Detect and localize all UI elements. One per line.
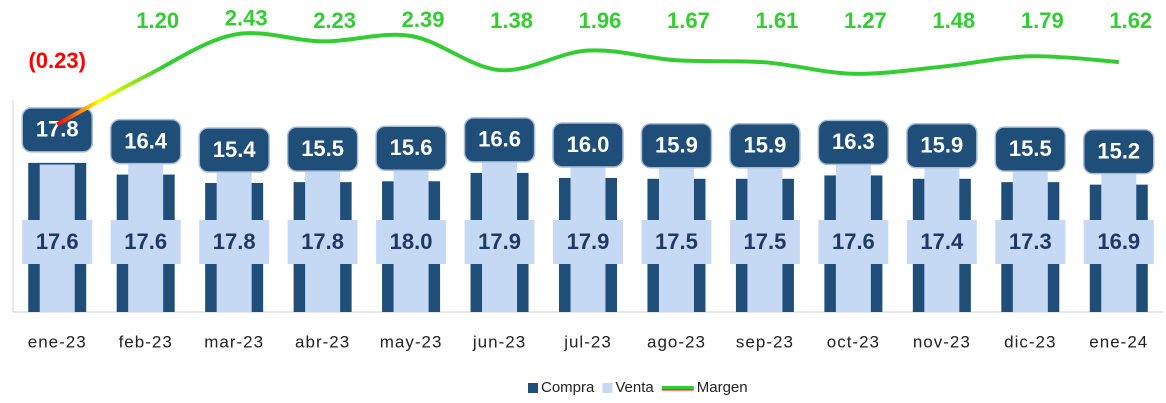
label-box: [21, 107, 93, 153]
data-label: 17.4: [920, 229, 964, 254]
label-box: [995, 220, 1066, 264]
data-label: 1.62: [1109, 8, 1152, 33]
data-label: 15.6: [390, 135, 433, 160]
data-label: 15.5: [1009, 136, 1052, 161]
x-tick-label: sep-23: [736, 332, 794, 351]
x-tick-label: oct-23: [827, 332, 880, 351]
data-label: 17.3: [1009, 229, 1052, 254]
x-tick-label: ago-23: [647, 332, 706, 351]
label-box: [287, 220, 358, 264]
data-label: 15.9: [655, 133, 698, 158]
label-box: [198, 127, 270, 173]
data-label: 17.8: [36, 117, 79, 142]
label-box: [906, 220, 977, 264]
label-box: [110, 220, 181, 264]
data-label: 15.2: [1097, 138, 1140, 163]
data-label: 1.61: [756, 8, 799, 33]
label-box: [641, 220, 712, 264]
x-tick-label: jul-23: [563, 332, 612, 351]
data-label: 17.8: [301, 229, 344, 254]
data-label: 2.43: [225, 5, 268, 30]
label-box: [463, 117, 536, 163]
x-tick-label: abr-23: [295, 332, 350, 351]
data-label: 15.5: [301, 136, 344, 161]
data-label: 17.6: [832, 229, 875, 254]
x-tick-label: ene-24: [1089, 332, 1148, 351]
data-label: 16.4: [124, 128, 168, 153]
label-box: [1083, 220, 1154, 264]
data-label: 17.6: [124, 229, 167, 254]
x-tick-label: nov-23: [913, 332, 971, 351]
x-tick-label: mar-23: [204, 332, 264, 351]
data-label: 1.48: [932, 8, 975, 33]
data-label: 17.8: [213, 229, 256, 254]
data-label: 1.27: [844, 8, 887, 33]
data-label: 17.5: [744, 229, 787, 254]
label-box: [906, 123, 978, 169]
label-box: [729, 220, 800, 264]
label-box: [22, 220, 93, 264]
data-label: 15.9: [920, 133, 963, 158]
label-box: [1083, 128, 1155, 175]
x-tick-label: may-23: [380, 332, 443, 351]
data-label: 1.96: [579, 8, 622, 33]
data-label: 16.0: [567, 132, 610, 157]
label-box: [199, 220, 270, 264]
x-tick-label: feb-23: [119, 332, 173, 351]
data-label: 17.9: [478, 229, 521, 254]
data-label: 15.4: [213, 137, 257, 162]
data-label: 16.3: [832, 129, 875, 154]
x-tick-label: jun-23: [472, 332, 526, 351]
label-box: [552, 122, 624, 168]
data-label: 1.38: [490, 8, 533, 33]
data-label: 1.79: [1021, 8, 1064, 33]
data-label: 17.9: [567, 229, 610, 254]
data-label: 2.23: [313, 8, 356, 33]
data-label: 17.5: [655, 229, 698, 254]
label-box: [817, 119, 890, 166]
data-label: 16.6: [478, 127, 521, 152]
label-box: [375, 125, 447, 172]
data-label: (0.23): [28, 48, 85, 73]
label-box: [553, 220, 623, 264]
label-box: [818, 220, 889, 264]
data-label: 15.9: [744, 133, 787, 158]
x-tick-label: dic-23: [1004, 332, 1056, 351]
legend-swatch: [602, 383, 613, 393]
data-label: 1.20: [136, 8, 179, 33]
label-box: [994, 126, 1067, 172]
legend-swatch: [528, 383, 538, 393]
x-tick-label: ene-23: [28, 332, 87, 351]
legend-label: Compra: [541, 379, 595, 396]
data-label: 1.67: [667, 8, 710, 33]
label-box: [286, 126, 359, 172]
legend-label: Venta: [615, 379, 654, 396]
data-label: 17.6: [36, 229, 79, 254]
label-box: [640, 123, 713, 169]
data-label: 2.39: [402, 7, 445, 32]
legend-label: Margen: [697, 379, 748, 396]
label-box: [729, 123, 801, 169]
label-box: [464, 220, 535, 264]
data-label: 18.0: [390, 229, 433, 254]
label-box: [109, 118, 182, 165]
line: [56, 31, 1119, 127]
label-box: [376, 220, 447, 264]
data-label: 16.9: [1097, 229, 1140, 254]
